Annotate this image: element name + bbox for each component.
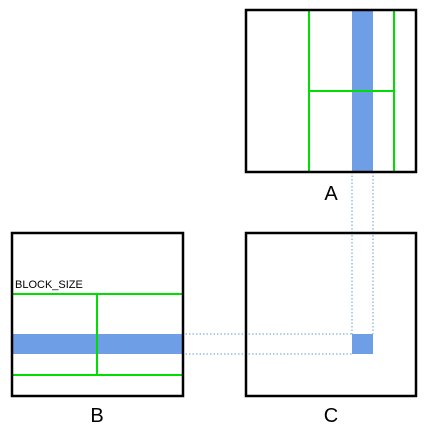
- matrix-c-label: C: [324, 405, 338, 427]
- matrix-a-label: A: [324, 183, 338, 205]
- matrix-a: A: [244, 8, 418, 205]
- matrix-b-label: B: [90, 405, 103, 427]
- matrix-a-frame: [244, 8, 418, 174]
- block-size-label: BLOCK_SIZE: [15, 279, 83, 291]
- matrix-c-frame: [244, 231, 418, 398]
- matrix-b-frame: [10, 231, 185, 398]
- matrix-c-output-block: [352, 334, 373, 354]
- matrix-b: BLOCK_SIZE B: [10, 231, 185, 427]
- guide-lines: [182, 172, 374, 355]
- matrix-c: C: [244, 231, 418, 427]
